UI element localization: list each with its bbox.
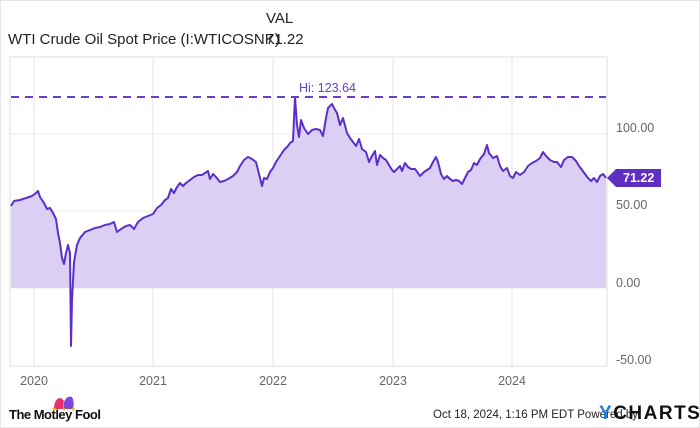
x-tick-2022: 2022 — [259, 374, 287, 388]
x-tick-2020: 2020 — [20, 374, 48, 388]
y-tick-neg50: -50.00 — [616, 353, 652, 367]
legend-column-header: VAL — [266, 10, 294, 27]
x-tick-2024: 2024 — [498, 374, 526, 388]
timestamp-text: Oct 18, 2024, 1:16 PM EDT — [433, 409, 575, 421]
ycharts-wordmark: CHARTS — [613, 403, 700, 424]
price-area-fill — [11, 97, 606, 346]
high-value-label: Hi: 123.64 — [299, 81, 356, 95]
legend-series-name[interactable]: WTI Crude Oil Spot Price (I:WTICOSNK) — [8, 31, 280, 48]
x-tick-2021: 2021 — [139, 374, 167, 388]
ycharts-logo[interactable]: YCHARTS — [599, 403, 700, 425]
powered-by-text: Powered by — [577, 409, 638, 421]
current-value-badge-arrow — [607, 169, 616, 187]
current-value-badge: 71.22 — [616, 169, 662, 187]
footer-timestamp: Oct 18, 2024, 1:16 PM EDT Powered by — [433, 409, 638, 421]
price-line[interactable] — [10, 96, 607, 347]
y-tick-50: 50.00 — [616, 198, 648, 212]
legend-series-value: 71.22 — [266, 31, 304, 48]
y-tick-0: 0.00 — [616, 276, 641, 290]
y-tick-100: 100.00 — [616, 121, 655, 135]
motley-fool-logo: The Motley Fool — [9, 407, 101, 422]
x-tick-2023: 2023 — [379, 374, 407, 388]
jester-hat-icon — [52, 396, 75, 411]
ycharts-y-mark: Y — [599, 403, 614, 424]
